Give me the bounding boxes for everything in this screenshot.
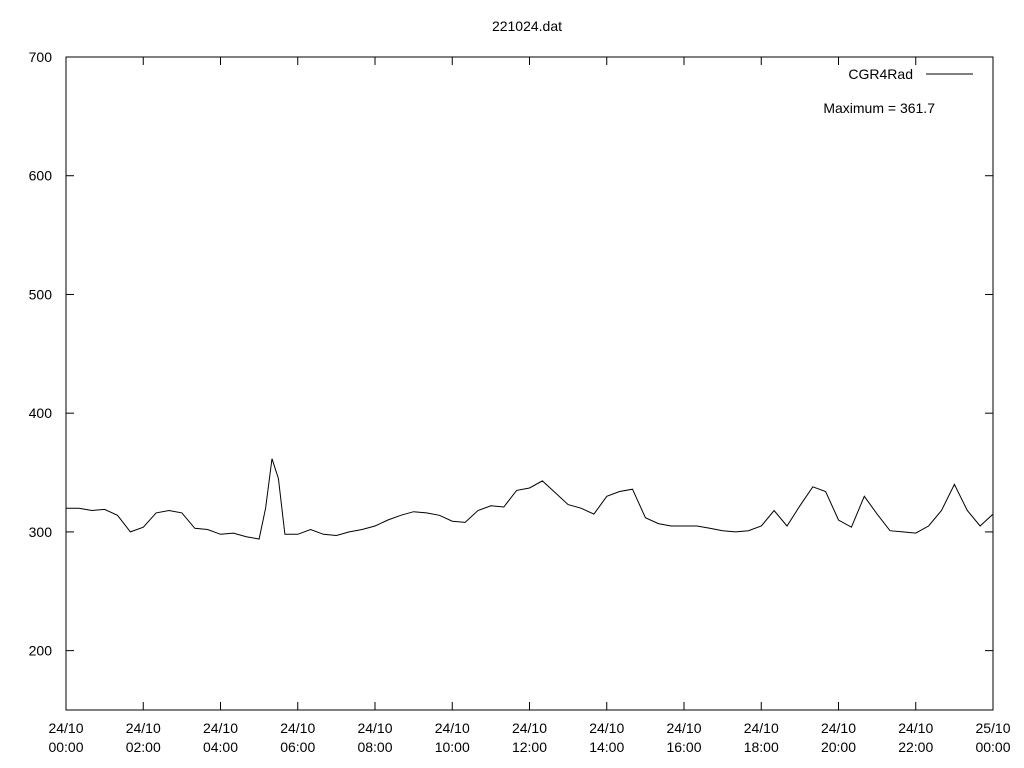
x-tick-label-line: 24/10: [821, 720, 856, 736]
legend-label: CGR4Rad: [848, 66, 913, 82]
chart-title: 221024.dat: [492, 18, 562, 34]
x-tick-label-line: 24/10: [744, 720, 779, 736]
y-tick-label: 400: [29, 405, 53, 421]
x-tick-label-line: 10:00: [435, 739, 470, 755]
x-tick-label-line: 08:00: [357, 739, 392, 755]
x-tick-label-line: 24/10: [589, 720, 624, 736]
x-tick-label-line: 24/10: [203, 720, 238, 736]
x-tick-label-line: 16:00: [666, 739, 701, 755]
x-tick-label: 24/10 10:00: [435, 720, 470, 755]
x-tick-label: 24/10 02:00: [126, 720, 161, 755]
x-tick-label-line: 12:00: [512, 739, 547, 755]
y-tick-label: 700: [29, 49, 53, 65]
x-tick-label-line: 24/10: [357, 720, 392, 736]
x-tick-label-line: 18:00: [744, 739, 779, 755]
x-tick-label-line: 06:00: [280, 739, 315, 755]
plot-frame: [65, 56, 994, 711]
x-tick-label: 24/10 16:00: [666, 720, 701, 755]
x-tick-label: 24/10 22:00: [898, 720, 933, 755]
x-tick-label-line: 00:00: [48, 739, 83, 755]
x-tick-label-line: 00:00: [975, 739, 1010, 755]
x-tick-label-line: 20:00: [821, 739, 856, 755]
x-tick-label-line: 24/10: [512, 720, 547, 736]
annotation: Maximum = 361.7: [823, 100, 935, 116]
y-tick-label: 200: [29, 643, 53, 659]
x-tick-label: 24/10 04:00: [203, 720, 238, 755]
x-tick-label: 24/10 18:00: [744, 720, 779, 755]
y-tick-label: 500: [29, 286, 53, 302]
x-tick-label-line: 22:00: [898, 739, 933, 755]
x-tick-label-line: 02:00: [126, 739, 161, 755]
x-tick-label: 24/10 08:00: [357, 720, 392, 755]
x-tick-label-line: 24/10: [898, 720, 933, 736]
x-tick-label-line: 24/10: [666, 720, 701, 736]
x-tick-label: 24/10 12:00: [512, 720, 547, 755]
x-tick-label-line: 25/10: [975, 720, 1010, 736]
x-tick-label: 24/10 14:00: [589, 720, 624, 755]
x-tick-label-line: 14:00: [589, 739, 624, 755]
x-tick-label-line: 24/10: [48, 720, 83, 736]
x-tick-label-line: 24/10: [435, 720, 470, 736]
y-tick-label: 600: [29, 168, 53, 184]
x-tick-label-line: 24/10: [126, 720, 161, 736]
x-tick-label: 25/10 00:00: [975, 720, 1010, 755]
x-tick-label-line: 24/10: [280, 720, 315, 736]
x-tick-label: 24/10 06:00: [280, 720, 315, 755]
x-tick-label: 24/10 20:00: [821, 720, 856, 755]
x-tick-label-line: 04:00: [203, 739, 238, 755]
y-tick-label: 300: [29, 524, 53, 540]
x-tick-label: 24/10 00:00: [48, 720, 83, 755]
data-line: [66, 458, 994, 540]
